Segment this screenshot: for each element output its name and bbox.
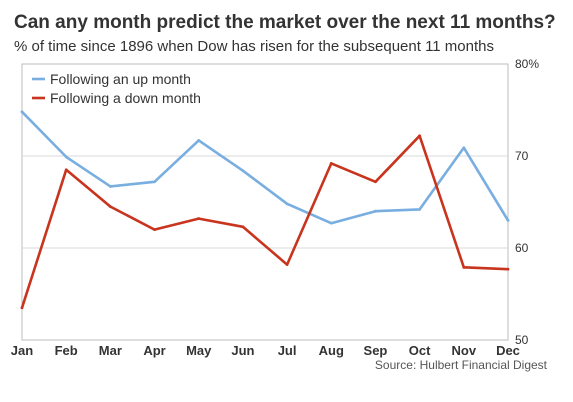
data-point — [153, 228, 156, 232]
x-axis-ticks: Jan Feb Mar Apr May Jun Jul Aug Sep Oct Nov Dec — [11, 343, 520, 358]
x-tick-label: Mar — [99, 343, 122, 358]
data-point — [329, 221, 333, 225]
data-point — [418, 134, 422, 138]
data-point — [108, 184, 112, 188]
series-line-0 — [20, 110, 510, 225]
data-point — [462, 265, 466, 269]
data-point — [64, 155, 68, 159]
x-tick-label: Oct — [409, 343, 431, 358]
y-tick-label: 60 — [515, 241, 529, 255]
data-point — [20, 306, 24, 310]
x-tick-label: Apr — [143, 343, 165, 358]
x-tick-label: Jan — [11, 343, 33, 358]
source-note: Source: Hulbert Financial Digest — [374, 358, 547, 372]
data-point — [285, 202, 289, 206]
data-point — [20, 110, 24, 114]
x-tick-label: Feb — [55, 343, 78, 358]
y-tick-label: 80% — [515, 57, 539, 71]
x-tick-label: Aug — [319, 343, 344, 358]
x-tick-label: Sep — [364, 343, 388, 358]
x-tick-label: Nov — [452, 343, 477, 358]
data-point — [285, 263, 289, 266]
chart-title: Can any month predict the market over th… — [14, 12, 556, 33]
x-tick-label: May — [186, 343, 212, 358]
data-point — [462, 146, 466, 150]
data-point — [506, 267, 510, 271]
data-point — [153, 180, 156, 184]
y-axis-ticks: 50 60 70 80% — [515, 57, 539, 347]
x-tick-label: Jul — [278, 343, 297, 358]
data-point — [506, 219, 510, 222]
data-point — [241, 225, 245, 229]
y-tick-label: 50 — [515, 333, 529, 347]
series-line-1 — [20, 134, 510, 310]
legend-label: Following an up month — [50, 71, 191, 87]
data-point — [374, 180, 377, 184]
legend: Following an up month Following a down mo… — [32, 71, 201, 106]
legend-label: Following a down month — [50, 90, 201, 106]
data-point — [64, 168, 68, 172]
data-point — [418, 207, 422, 211]
x-tick-label: Jun — [231, 343, 254, 358]
data-point — [108, 205, 112, 209]
chart-subtitle: % of time since 1896 when Dow has risen … — [14, 38, 494, 55]
y-tick-label: 70 — [515, 149, 529, 163]
series-lines — [20, 110, 510, 310]
x-tick-label: Dec — [496, 343, 520, 358]
data-point — [197, 217, 201, 220]
data-point — [374, 209, 377, 213]
data-point — [241, 169, 245, 173]
data-point — [329, 161, 333, 165]
data-point — [197, 138, 201, 142]
